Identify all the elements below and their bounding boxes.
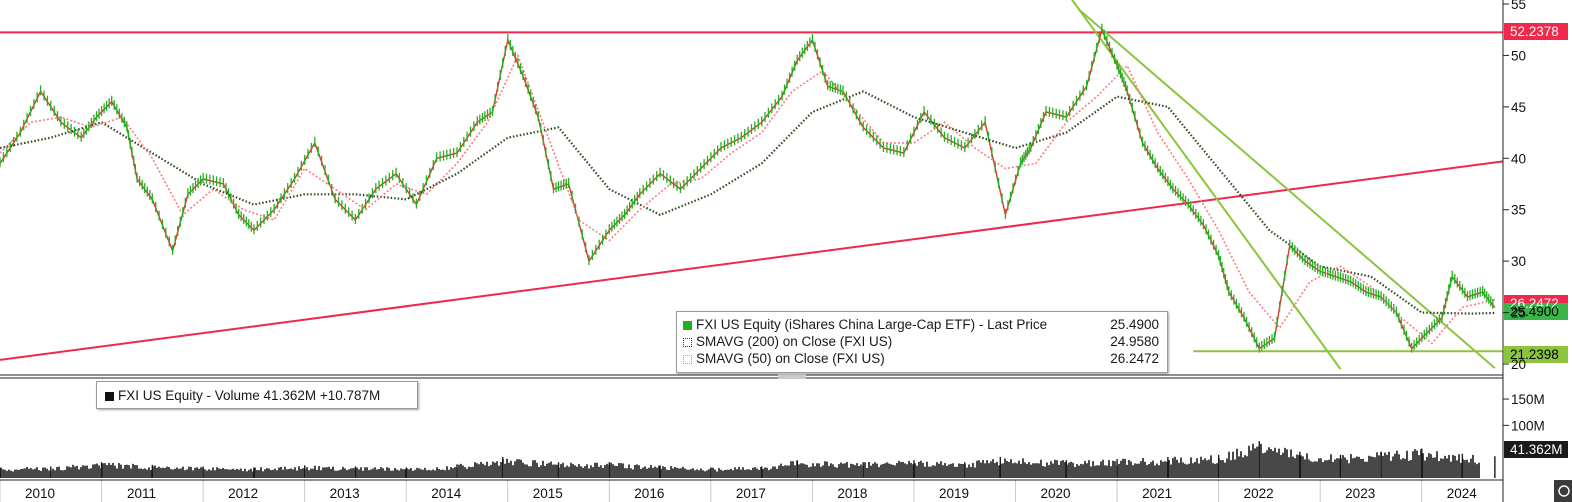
scroll-corner[interactable] xyxy=(1554,480,1572,502)
x-tick-label: 2020 xyxy=(1041,486,1071,501)
x-tick-label: 2019 xyxy=(939,486,969,501)
y-tick-label: 30 xyxy=(1511,254,1526,269)
last-price-badge: 25.4900 xyxy=(1510,304,1559,319)
y-tick-label: 45 xyxy=(1511,100,1526,115)
y-tick-label: 55 xyxy=(1511,0,1526,12)
volume-legend[interactable]: FXI US Equity - Volume 41.362M +10.787M xyxy=(96,381,418,409)
y-tick-label: 50 xyxy=(1511,48,1526,63)
x-tick-label: 2011 xyxy=(127,486,156,501)
price-y-axis: 20 25 30 35 40 45 50 55 xyxy=(1503,0,1526,372)
x-tick-label: 2014 xyxy=(431,486,462,501)
x-tick-label: 2015 xyxy=(533,486,563,501)
x-tick-label: 2016 xyxy=(634,486,664,501)
legend-swatch-sma50 xyxy=(683,355,692,364)
y-tick-label: 25 xyxy=(1511,306,1526,321)
price-candles xyxy=(0,23,1494,353)
volume-bars xyxy=(0,441,1496,478)
x-tick-label: 2024 xyxy=(1447,486,1478,501)
legend-row-sma50: SMAVG (50) on Close (FXI US) 26.2472 xyxy=(683,351,1159,367)
x-tick-label: 2022 xyxy=(1244,486,1274,501)
resistance-badge-bg xyxy=(1504,23,1568,40)
y-tick-label: 35 xyxy=(1511,203,1526,218)
trend-line-downtrend-2 xyxy=(1077,8,1496,369)
series-last-price xyxy=(0,27,1496,350)
legend-value: 24.9580 xyxy=(1110,334,1159,349)
x-tick-label: 2018 xyxy=(837,486,867,501)
trend-line-downtrend-1 xyxy=(1070,0,1342,370)
x-tick-label: 2013 xyxy=(330,486,360,501)
volume-value-badge: 41.362M xyxy=(1510,442,1563,457)
x-tick-label: 2010 xyxy=(25,486,55,501)
support-value-badge: 21.2398 xyxy=(1510,347,1559,362)
legend-label: SMAVG (200) on Close (FXI US) xyxy=(696,334,893,349)
y-tick-label: 40 xyxy=(1511,151,1526,166)
year-grid xyxy=(0,480,1423,502)
x-tick-label: 2021 xyxy=(1142,486,1172,501)
legend-swatch-last-price xyxy=(683,321,692,330)
support-badge-bg xyxy=(1504,346,1568,363)
x-tick-label: 2017 xyxy=(736,486,766,501)
volume-y-tick-label: 150M xyxy=(1511,392,1545,407)
volume-legend-swatch xyxy=(105,392,114,401)
legend-row-sma200: SMAVG (200) on Close (FXI US) 24.9580 xyxy=(683,334,1159,350)
legend-swatch-sma200 xyxy=(683,338,692,347)
price-legend[interactable]: FXI US Equity (iShares China Large-Cap E… xyxy=(676,311,1168,373)
volume-y-tick-label: 100M xyxy=(1511,418,1545,433)
x-tick-label: 2012 xyxy=(228,486,258,501)
volume-y-axis: 100M 150M xyxy=(1503,392,1545,433)
y-tick-label: 20 xyxy=(1511,357,1526,372)
volume-legend-label: FXI US Equity - Volume 41.362M +10.787M xyxy=(118,388,381,403)
legend-value: 26.2472 xyxy=(1110,351,1159,366)
price-series xyxy=(0,23,1496,353)
volume-badge-bg xyxy=(1504,441,1568,458)
resistance-value-badge: 52.2378 xyxy=(1510,24,1559,39)
trend-line-rising-support xyxy=(0,160,1504,361)
splitter-handle[interactable] xyxy=(778,374,806,379)
legend-row-last-price: FXI US Equity (iShares China Large-Cap E… xyxy=(683,317,1159,333)
trend-lines xyxy=(0,0,1504,370)
x-tick-label: 2023 xyxy=(1345,486,1375,501)
sma50-value-badge: 26.2472 xyxy=(1510,296,1559,311)
volume-bar-series xyxy=(0,443,1480,478)
series-sma200 xyxy=(0,90,1495,315)
legend-value: 25.4900 xyxy=(1110,317,1159,332)
last-badge-bg xyxy=(1504,303,1568,320)
legend-label: SMAVG (50) on Close (FXI US) xyxy=(696,351,885,366)
legend-label: FXI US Equity (iShares China Large-Cap E… xyxy=(696,317,1048,332)
series-sma50 xyxy=(0,53,1496,345)
x-axis: 2010 2011 2012 2013 2014 2015 2016 2017 2018 2019… xyxy=(25,486,1477,501)
